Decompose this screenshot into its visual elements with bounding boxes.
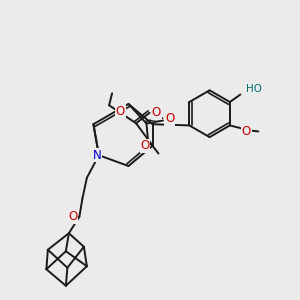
Text: HO: HO (246, 84, 262, 94)
Text: O: O (140, 140, 150, 152)
Text: O: O (68, 210, 77, 223)
Text: O: O (242, 125, 251, 138)
Text: O: O (152, 106, 161, 119)
Text: O: O (165, 112, 174, 125)
Text: N: N (93, 149, 102, 162)
Text: O: O (116, 105, 125, 118)
